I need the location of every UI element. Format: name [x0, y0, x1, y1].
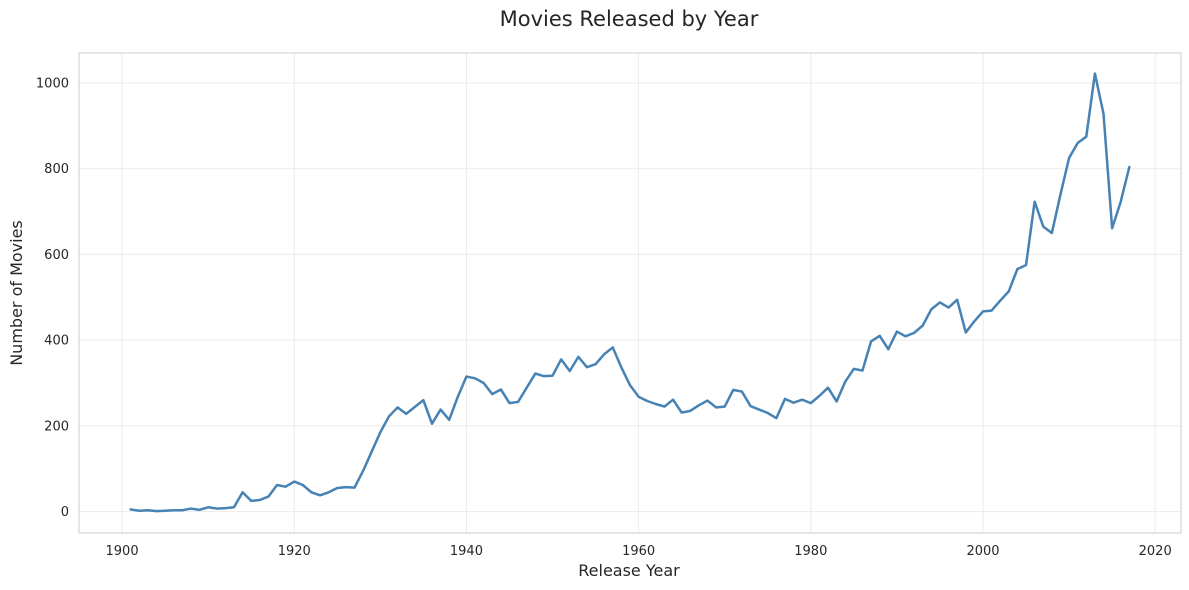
- x-tick-label: 1980: [794, 544, 827, 559]
- y-axis-label: Number of Movies: [7, 220, 26, 366]
- chart-title: Movies Released by Year: [500, 7, 759, 31]
- x-tick-label: 1900: [106, 544, 139, 559]
- x-tick-label: 1960: [622, 544, 655, 559]
- x-tick-label: 2020: [1139, 544, 1172, 559]
- y-tick-label: 800: [44, 162, 69, 177]
- x-axis-label: Release Year: [578, 561, 680, 580]
- x-tick-label: 1920: [278, 544, 311, 559]
- y-axis-ticks: 0 200 400 600 800 1000: [36, 77, 69, 521]
- y-tick-label: 0: [61, 505, 69, 520]
- grid: [79, 53, 1181, 533]
- plot-frame: [78, 52, 1182, 534]
- y-tick-label: 200: [44, 419, 69, 434]
- x-tick-label: 1940: [450, 544, 483, 559]
- y-tick-label: 400: [44, 334, 69, 349]
- series-line: [129, 72, 1131, 513]
- y-tick-label: 600: [44, 248, 69, 263]
- x-tick-label: 2000: [966, 544, 999, 559]
- y-tick-label: 1000: [36, 77, 69, 92]
- x-axis-ticks: 1900 1920 1940 1960 1980 2000 2020: [106, 544, 1172, 559]
- series-layer: [129, 72, 1131, 513]
